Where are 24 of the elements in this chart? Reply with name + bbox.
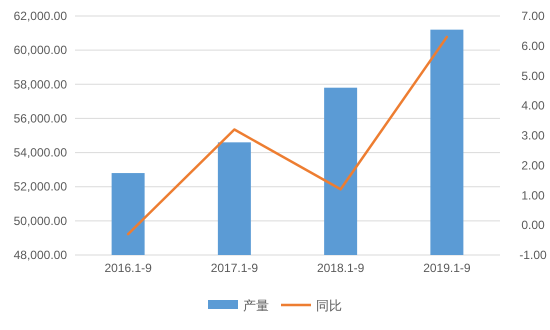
y-tick-label: 60,000.00 (14, 43, 68, 58)
y-tick-label: 54,000.00 (14, 146, 68, 160)
x-tick-label: 2016.1-9 (104, 261, 152, 275)
y-tick-label: 48,000.00 (14, 248, 68, 262)
y-tick-label: 62,000.00 (14, 9, 68, 23)
y2-tick-label: 3.00 (521, 128, 545, 142)
y2-tick-label: 0.00 (521, 218, 545, 232)
legend-label: 同比 (316, 298, 342, 313)
y2-tick-label: 5.00 (521, 68, 545, 83)
y2-tick-label: 6.00 (521, 38, 545, 53)
x-tick-label: 2019.1-9 (423, 261, 471, 275)
x-tick-label: 2018.1-9 (316, 261, 365, 275)
y2-tick-label: -1.00 (519, 248, 547, 262)
y2-tick-label: 2.00 (521, 158, 545, 172)
y2-tick-label: 7.00 (521, 9, 545, 23)
y-tick-label: 56,000.00 (14, 111, 68, 126)
legend-label: 产量 (243, 298, 269, 313)
y2-tick-label: 4.00 (521, 98, 545, 113)
y2-tick-label: 1.00 (521, 188, 545, 202)
line-series (126, 36, 448, 236)
y-tick-label: 50,000.00 (14, 214, 68, 228)
y-tick-label: 58,000.00 (14, 77, 68, 92)
y-tick-label: 52,000.00 (14, 180, 68, 194)
x-tick-label: 2017.1-9 (210, 261, 258, 275)
